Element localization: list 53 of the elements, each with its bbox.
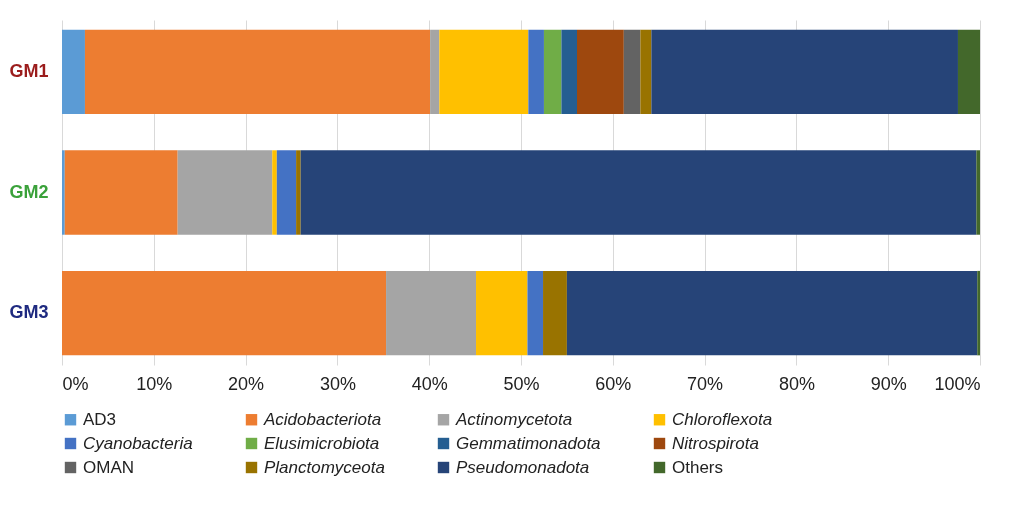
legend-label: Gemmatimonadota	[456, 433, 601, 453]
legend-label: AD3	[83, 409, 117, 429]
y-tick-label: GM2	[9, 181, 49, 202]
legend-label: Planctomyceota	[264, 457, 385, 477]
legend-label: Nitrospirota	[672, 433, 759, 453]
bar	[566, 270, 978, 356]
x-tick-label: 10%	[136, 373, 173, 394]
x-tick-label: 70%	[687, 373, 724, 394]
bar	[439, 29, 529, 115]
bar	[177, 150, 273, 235]
bar	[84, 29, 431, 115]
legend-label: Acidobacteriota	[263, 409, 382, 429]
bar	[62, 270, 387, 356]
x-tick-label: 80%	[778, 373, 815, 394]
bar	[476, 270, 528, 356]
bar	[957, 29, 980, 115]
x-tick-label: 100%	[934, 373, 981, 394]
bar	[543, 29, 562, 115]
bar	[543, 270, 567, 356]
x-tick-label: 60%	[595, 373, 632, 394]
bar	[577, 29, 624, 115]
bar	[561, 29, 577, 115]
bar	[300, 150, 977, 235]
bar	[276, 150, 297, 235]
bar	[296, 150, 301, 235]
legend-label: Elusimicrobiota	[264, 433, 380, 453]
legend-label: Others	[672, 457, 724, 477]
x-tick-label: 90%	[870, 373, 907, 394]
bar	[430, 29, 440, 115]
bar	[976, 150, 980, 235]
legend-label: Chloroflexota	[672, 409, 773, 429]
x-tick-label: 40%	[411, 373, 448, 394]
bar	[62, 29, 85, 115]
x-tick-label: 20%	[228, 373, 265, 394]
x-tick-label: 50%	[503, 373, 540, 394]
bar	[272, 150, 277, 235]
bar	[386, 270, 477, 356]
y-tick-label: GM3	[9, 302, 49, 323]
legend-label: Cyanobacteria	[83, 433, 193, 453]
bar	[64, 150, 178, 235]
legend-label: Pseudomonadota	[456, 457, 590, 477]
bar	[651, 29, 958, 115]
bar	[528, 29, 544, 115]
legend-label: OMAN	[83, 457, 134, 477]
x-tick-label: 30%	[319, 373, 356, 394]
bar	[527, 270, 544, 356]
x-tick-label: 0%	[62, 373, 89, 394]
bar	[640, 29, 652, 115]
bar	[62, 150, 65, 235]
bar	[977, 270, 980, 356]
legend-label: Actinomycetota	[455, 409, 573, 429]
y-tick-label: GM1	[9, 60, 49, 81]
bar	[623, 29, 641, 115]
